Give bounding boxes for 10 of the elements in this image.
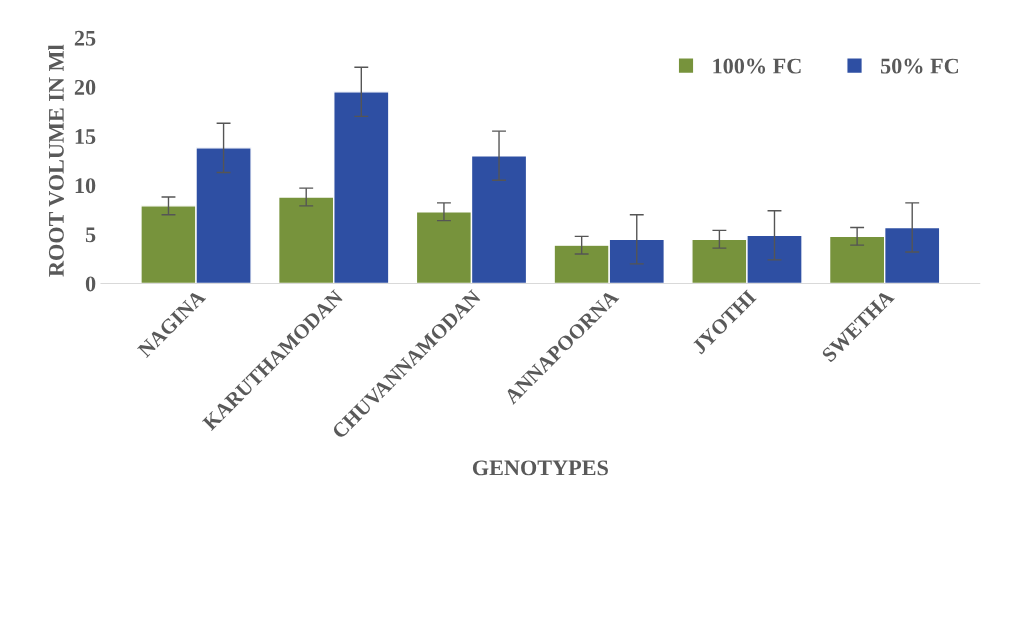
x-axis-title: GENOTYPES <box>472 460 608 476</box>
y-tick-label: 15 <box>75 129 96 145</box>
legend-label: 50% FC <box>880 58 959 74</box>
y-tick-label: 0 <box>85 276 96 292</box>
legend-label: 100% FC <box>713 58 801 74</box>
y-tick-label: 20 <box>74 79 96 95</box>
y-tick-label: 10 <box>75 178 96 194</box>
y-axis-title: ROOT VOLUME IN Ml <box>48 44 64 277</box>
y-tick-label: 25 <box>74 30 96 46</box>
y-tick-label: 5 <box>85 227 96 243</box>
